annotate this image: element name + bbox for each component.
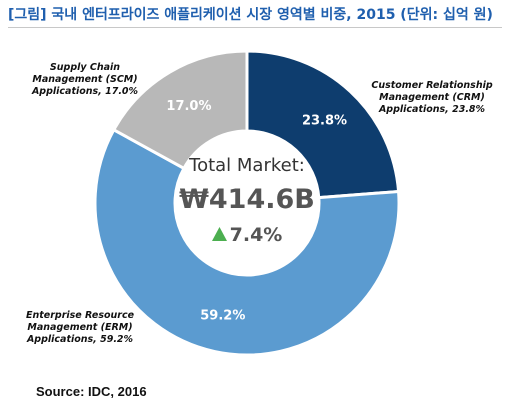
slice-erp — [93, 127, 401, 357]
title-divider — [8, 27, 502, 28]
slice-category-label-scm: Management (SCM) — [32, 74, 137, 85]
slice-crm — [245, 49, 401, 200]
slice-category-label-erp: Management (ERM) — [27, 322, 132, 333]
slice-value-label-erp: 59.2% — [200, 308, 245, 323]
slice-category-label-scm: Applications, 17.0% — [31, 86, 138, 97]
center-total-value: ₩414.6B — [179, 184, 315, 215]
chart-title: [그림] 국내 엔터프라이즈 애플리케이션 시장 영역별 비중, 2015 (단… — [8, 7, 493, 23]
center-total-label: Total Market: — [188, 155, 305, 176]
slice-value-label-scm: 17.0% — [166, 99, 211, 114]
growth-up-triangle-icon — [212, 227, 227, 241]
slice-category-label-crm: Applications, 23.8% — [378, 104, 485, 115]
slice-category-label-crm: Customer Relationship — [371, 80, 493, 91]
slice-category-label-erp: Enterprise Resource — [26, 310, 135, 321]
slice-category-label-erp: Applications, 59.2% — [26, 334, 133, 345]
slice-value-label-crm: 23.8% — [302, 113, 347, 128]
slice-scm — [111, 49, 249, 171]
center-growth-value: 7.4% — [230, 224, 283, 246]
slice-category-label-scm: Supply Chain — [50, 62, 120, 73]
source-note: Source: IDC, 2016 — [36, 384, 147, 399]
slice-category-label-crm: Management (CRM) — [379, 92, 485, 103]
